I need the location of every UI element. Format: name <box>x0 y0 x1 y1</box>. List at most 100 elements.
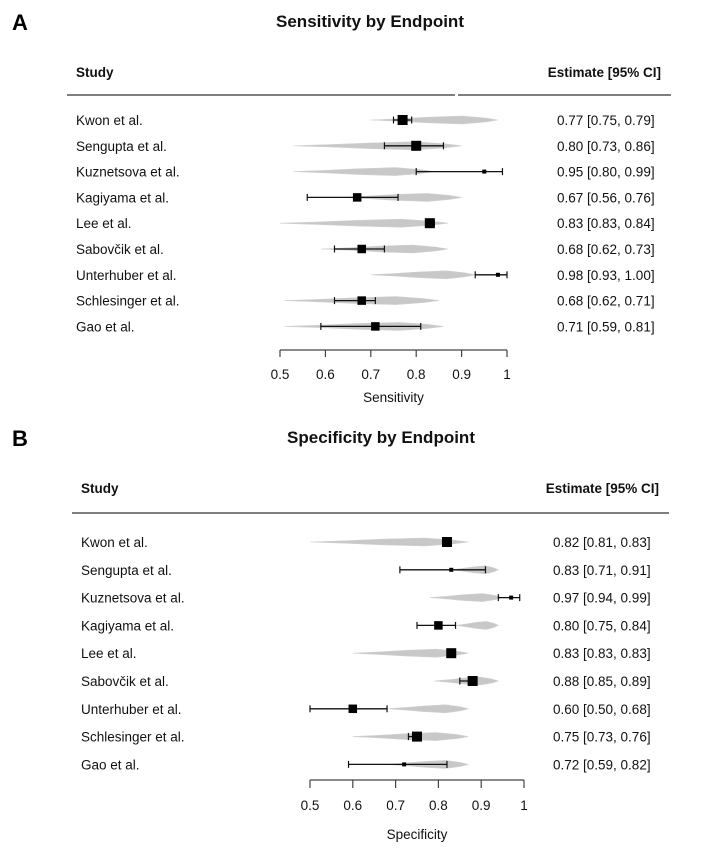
study-row: Unterhuber et al. 0.60 [0.50, 0.68] <box>81 702 651 717</box>
x-tick-label: 0.6 <box>343 798 362 813</box>
x-tick-label: 0.7 <box>386 798 405 813</box>
estimate-label: 0.97 [0.94, 0.99] <box>553 591 651 606</box>
estimate-label: 0.82 [0.81, 0.83] <box>553 535 651 550</box>
study-row: Sengupta et al. 0.80 [0.73, 0.86] <box>76 139 655 154</box>
point-estimate <box>352 193 362 202</box>
panel-a: A Sensitivity by Endpoint Study Estimate [9… <box>12 10 671 405</box>
study-name: Sabovčik et al. <box>76 242 164 257</box>
study-name: Kuznetsova et al. <box>81 591 185 606</box>
panel-letter: B <box>12 426 28 451</box>
x-tick-label: 1 <box>520 798 528 813</box>
study-name: Gao et al. <box>81 757 140 772</box>
study-row: Kwon et al. 0.82 [0.81, 0.83] <box>81 535 651 550</box>
study-row: Lee et al. 0.83 [0.83, 0.84] <box>76 216 655 231</box>
column-header-estimate: Estimate [95% CI] <box>548 65 661 80</box>
study-row: Kwon et al. 0.77 [0.75, 0.79] <box>76 113 655 128</box>
study-name: Unterhuber et al. <box>76 268 177 283</box>
distribution-shape <box>387 704 469 714</box>
study-name: Kagiyama et al. <box>76 190 169 205</box>
x-tick-label: 0.5 <box>271 367 290 382</box>
estimate-label: 0.83 [0.71, 0.91] <box>553 563 651 578</box>
point-estimate <box>467 676 478 686</box>
x-tick-label: 0.5 <box>301 798 320 813</box>
point-estimate <box>482 169 487 174</box>
column-header-study: Study <box>76 65 114 80</box>
distribution-shape <box>370 115 498 125</box>
point-estimate <box>348 704 358 714</box>
study-row: Schlesinger et al. 0.68 [0.62, 0.71] <box>76 294 655 309</box>
study-name: Lee et al. <box>76 216 132 231</box>
estimate-label: 0.77 [0.75, 0.79] <box>557 113 655 128</box>
point-estimate <box>397 115 408 125</box>
study-row: Kagiyama et al. 0.80 [0.75, 0.84] <box>81 618 651 633</box>
study-name: Kwon et al. <box>81 535 148 550</box>
study-row: Kuznetsova et al. 0.97 [0.94, 0.99] <box>81 591 651 606</box>
estimate-label: 0.88 [0.85, 0.89] <box>553 674 651 689</box>
point-estimate <box>434 621 443 630</box>
distribution-shape <box>293 167 435 176</box>
study-name: Gao et al. <box>76 319 135 334</box>
study-row: Sengupta et al. 0.83 [0.71, 0.91] <box>81 563 651 578</box>
distribution-shape <box>309 537 469 547</box>
study-name: Sengupta et al. <box>81 563 172 578</box>
x-tick-label: 0.8 <box>429 798 448 813</box>
estimate-label: 0.95 [0.80, 0.99] <box>557 165 655 180</box>
estimate-label: 0.98 [0.93, 1.00] <box>557 268 655 283</box>
study-row: Gao et al. 0.71 [0.59, 0.81] <box>76 319 655 334</box>
estimate-label: 0.68 [0.62, 0.71] <box>557 294 655 309</box>
study-name: Sengupta et al. <box>76 139 167 154</box>
study-name: Schlesinger et al. <box>76 294 180 309</box>
estimate-label: 0.80 [0.73, 0.86] <box>557 139 655 154</box>
panel-b: B Specificity by Endpoint Study Estimate [9… <box>12 426 669 842</box>
column-header-estimate: Estimate [95% CI] <box>546 481 659 496</box>
estimate-label: 0.75 [0.73, 0.76] <box>553 730 651 745</box>
point-estimate <box>509 595 514 600</box>
x-tick-label: 0.9 <box>472 798 491 813</box>
x-axis-label: Specificity <box>387 827 448 842</box>
distribution-shape <box>279 218 449 228</box>
estimate-label: 0.80 [0.75, 0.84] <box>553 618 651 633</box>
x-axis-label: Sensitivity <box>363 390 424 405</box>
distribution-shape <box>429 593 504 602</box>
x-tick-label: 0.9 <box>452 367 471 382</box>
panel-letter: A <box>12 10 28 35</box>
chart-title: Specificity by Endpoint <box>287 428 475 447</box>
estimate-label: 0.72 [0.59, 0.82] <box>553 757 651 772</box>
chart-title: Sensitivity by Endpoint <box>276 12 464 31</box>
study-row: Schlesinger et al. 0.75 [0.73, 0.76] <box>81 730 651 745</box>
x-tick-label: 0.7 <box>361 367 380 382</box>
estimate-label: 0.67 [0.56, 0.76] <box>557 190 655 205</box>
point-estimate <box>371 322 380 331</box>
study-row: Gao et al. 0.72 [0.59, 0.82] <box>81 757 651 772</box>
study-name: Unterhuber et al. <box>81 702 182 717</box>
estimate-label: 0.68 [0.62, 0.73] <box>557 242 655 257</box>
distribution-shape <box>455 621 500 630</box>
point-estimate <box>424 218 435 229</box>
point-estimate <box>441 537 452 547</box>
distribution-shape <box>370 270 476 280</box>
point-estimate <box>412 731 422 742</box>
study-name: Schlesinger et al. <box>81 730 185 745</box>
study-row: Kuznetsova et al. 0.95 [0.80, 0.99] <box>76 165 655 180</box>
estimate-label: 0.60 [0.50, 0.68] <box>553 702 651 717</box>
estimate-label: 0.83 [0.83, 0.84] <box>557 216 655 231</box>
x-tick-label: 1 <box>503 367 511 382</box>
study-row: Unterhuber et al. 0.98 [0.93, 1.00] <box>76 268 655 283</box>
point-estimate <box>411 140 422 151</box>
point-estimate <box>357 244 366 254</box>
distribution-shape <box>352 648 469 658</box>
study-row: Lee et al. 0.83 [0.83, 0.83] <box>81 646 651 661</box>
x-tick-label: 0.6 <box>316 367 335 382</box>
point-estimate <box>449 567 454 572</box>
study-row: Sabovčik et al. 0.88 [0.85, 0.89] <box>81 674 651 689</box>
point-estimate <box>495 272 500 277</box>
column-header-study: Study <box>81 481 119 496</box>
study-name: Kuznetsova et al. <box>76 165 180 180</box>
study-name: Lee et al. <box>81 646 137 661</box>
study-name: Kagiyama et al. <box>81 618 174 633</box>
point-estimate <box>357 296 366 305</box>
estimate-label: 0.71 [0.59, 0.81] <box>557 319 655 334</box>
estimate-label: 0.83 [0.83, 0.83] <box>553 646 651 661</box>
x-tick-label: 0.8 <box>407 367 426 382</box>
